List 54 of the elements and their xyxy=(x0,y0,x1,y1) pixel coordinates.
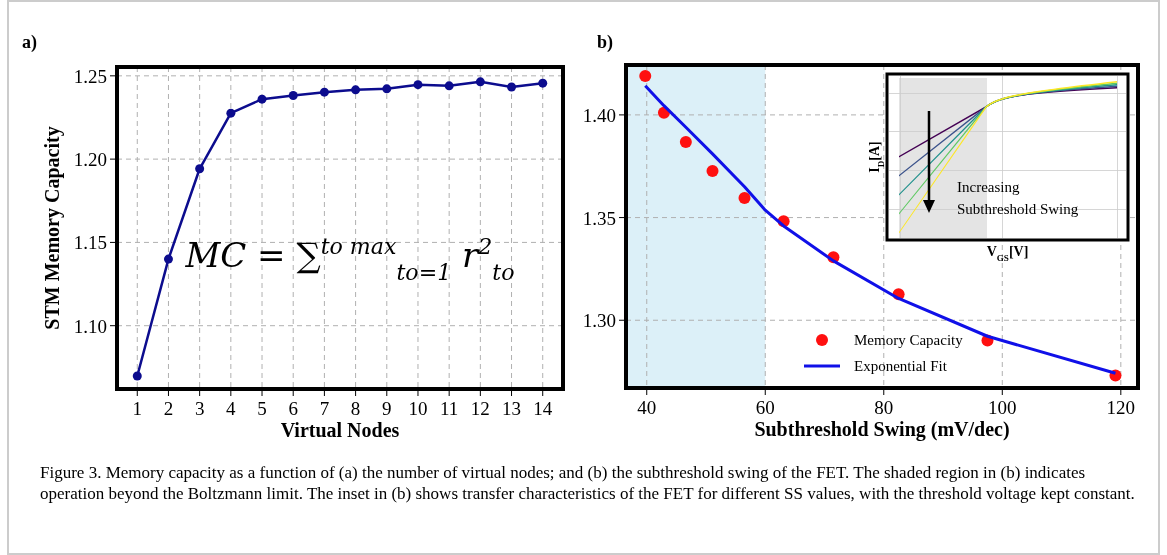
x-tick-label: 7 xyxy=(319,398,330,419)
point xyxy=(538,78,548,88)
point xyxy=(226,108,236,118)
y-tick-label: 1.20 xyxy=(73,149,107,171)
chart-title: a) xyxy=(22,32,37,53)
x-tick-label: 60 xyxy=(755,397,775,418)
x-tick-label: 5 xyxy=(257,398,267,419)
legend-label: Memory Capacity xyxy=(854,332,964,348)
point xyxy=(475,77,485,87)
point xyxy=(507,82,517,92)
point xyxy=(288,90,298,100)
point xyxy=(132,371,142,381)
x-tick-label: 9 xyxy=(382,398,392,419)
point xyxy=(257,94,267,104)
y-tick-label: 1.40 xyxy=(582,104,616,126)
x-tick-label: 10 xyxy=(408,398,428,419)
point xyxy=(319,87,329,97)
x-tick-label: 8 xyxy=(350,398,361,419)
y-tick-label: 1.35 xyxy=(582,207,616,229)
y-tick-label: 1.10 xyxy=(73,315,107,337)
x-tick-label: 12 xyxy=(470,398,490,419)
x-tick-label: 120 xyxy=(1106,397,1136,418)
x-tick-label: 14 xyxy=(533,398,553,419)
point xyxy=(738,192,751,205)
point xyxy=(679,136,692,148)
point xyxy=(163,254,173,264)
x-tick-label: 2 xyxy=(163,398,174,419)
point xyxy=(351,85,361,95)
x-tick-label: 4 xyxy=(226,398,237,419)
chart-title: b) xyxy=(597,32,614,53)
x-axis-title: Virtual Nodes xyxy=(280,419,400,441)
point xyxy=(706,164,719,177)
y-tick-label: 1.30 xyxy=(582,310,616,332)
y-axis-title: STM Memory Capacity xyxy=(41,126,64,330)
annotation: Increasing Subthreshold Swing xyxy=(957,179,1079,217)
x-tick-label: 3 xyxy=(194,398,205,419)
point xyxy=(639,70,652,83)
y-tick-label: 1.15 xyxy=(73,232,107,254)
point xyxy=(444,81,454,91)
legend-label: Exponential Fit xyxy=(854,358,948,374)
point xyxy=(413,80,423,90)
x-tick-label: 1 xyxy=(132,398,143,419)
x-tick-label: 100 xyxy=(988,397,1017,418)
annotation: V$_{GS}$[V] xyxy=(986,244,1029,263)
point xyxy=(382,84,392,94)
x-tick-label: 40 xyxy=(637,397,657,418)
x-tick-label: 11 xyxy=(440,398,459,419)
y-tick-label: 1.25 xyxy=(73,65,107,87)
x-tick-label: 80 xyxy=(874,397,894,418)
point xyxy=(195,164,205,174)
x-tick-label: 6 xyxy=(288,398,298,419)
x-tick-label: 13 xyxy=(502,398,522,419)
caption: Figure 3. Memory capacity as a function of (a) the number of virtual nodes; and (b) the subthreshold swing of the FET. The shaded region in (b) indicates operation beyond the Boltzmann limit. The inset in (b) shows transfer characteristics of the FET for different SS values, with the threshold voltage kept constant. xyxy=(40,462,1136,504)
x-axis-title: Subthreshold Swing (mV/dec) xyxy=(754,418,1010,441)
